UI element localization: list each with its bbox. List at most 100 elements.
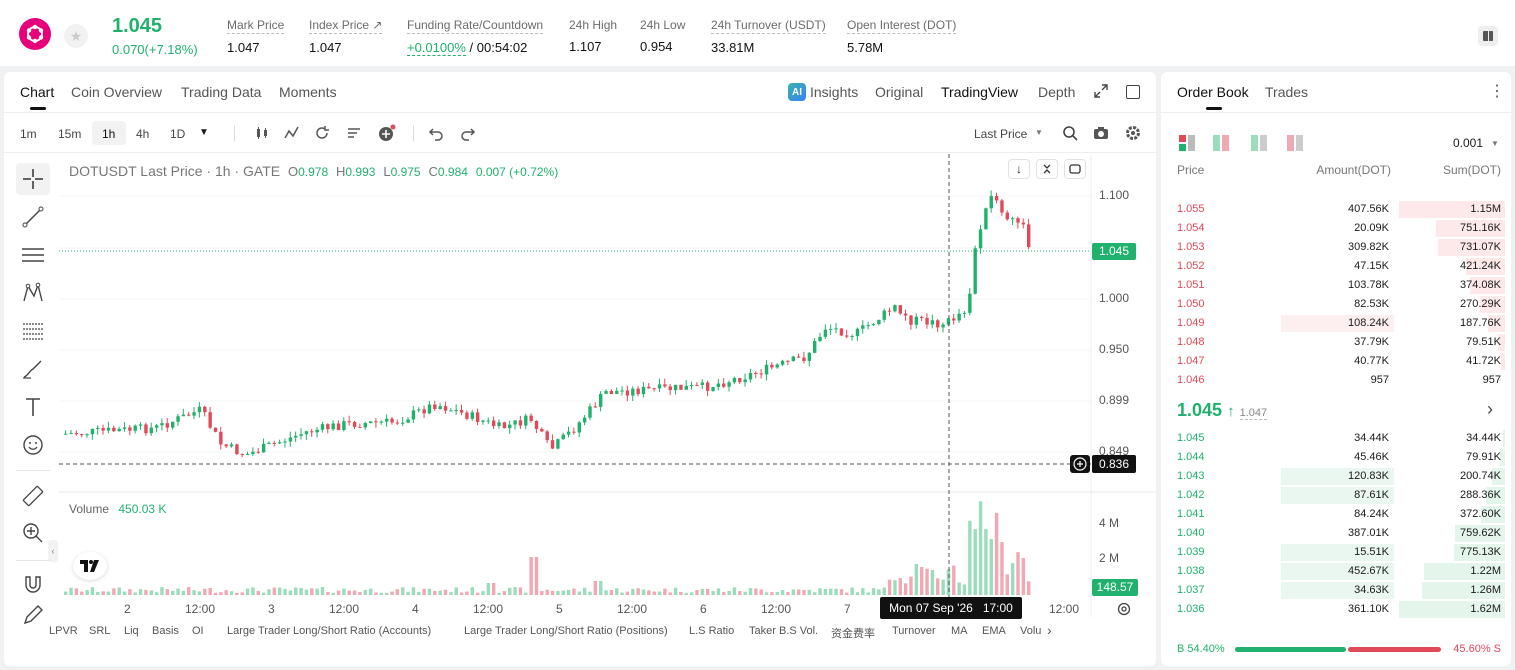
indicator-volume[interactable]: Volu: [1020, 625, 1042, 637]
order-book-row[interactable]: 1.050 82.53K 270.29K: [1161, 295, 1511, 314]
order-book-row[interactable]: 1.049 108.24K 187.76K: [1161, 314, 1511, 333]
view-both-icon[interactable]: [1179, 135, 1195, 154]
price-chart[interactable]: [4, 72, 1156, 666]
tab-insights[interactable]: Insights: [810, 84, 859, 100]
tab-moments[interactable]: Moments: [279, 84, 337, 100]
indicator-ema[interactable]: EMA: [982, 625, 1006, 637]
stat-label: 24h Turnover (USDT): [711, 18, 826, 34]
tab-original[interactable]: Original: [875, 84, 924, 100]
collapse-icon[interactable]: [1036, 159, 1058, 179]
candle-body: [427, 404, 432, 414]
timeframe-dropdown-icon[interactable]: ▼: [199, 127, 209, 138]
order-book-row[interactable]: 1.043 120.83K 200.74K: [1161, 467, 1511, 486]
indicator-liq[interactable]: Liq: [124, 625, 139, 637]
indicators-icon[interactable]: [284, 125, 300, 144]
indicator-large-trader-accounts[interactable]: Large Trader Long/Short Ratio (Accounts): [227, 625, 432, 637]
refresh-icon[interactable]: [1064, 159, 1086, 179]
tab-tradingview[interactable]: TradingView: [941, 84, 1019, 100]
chevron-down-icon[interactable]: ▼: [1035, 128, 1043, 137]
order-book-row[interactable]: 1.053 309.82K 731.07K: [1161, 238, 1511, 257]
order-book-row[interactable]: 1.044 45.46K 79.91K: [1161, 448, 1511, 467]
view-asks-icon[interactable]: [1287, 135, 1303, 154]
magnet-tool-icon[interactable]: [16, 569, 50, 601]
book-icon[interactable]: [1478, 26, 1498, 46]
tab-trading-data[interactable]: Trading Data: [181, 84, 262, 100]
chevron-down-icon[interactable]: ▼: [1491, 139, 1499, 148]
precision-select[interactable]: 0.001: [1453, 136, 1484, 150]
horizontal-lines-tool-icon[interactable]: [16, 239, 50, 271]
emoji-tool-icon[interactable]: [16, 429, 50, 461]
compare-icon[interactable]: [314, 125, 330, 144]
timeframe-1m[interactable]: 1m: [20, 127, 37, 141]
indicator-ls-ratio[interactable]: L.S Ratio: [689, 625, 735, 637]
order-book-row[interactable]: 1.047 40.77K 41.72K: [1161, 352, 1511, 371]
order-book-row[interactable]: 1.039 15.51K 775.13K: [1161, 543, 1511, 562]
timeframe-1d[interactable]: 1D: [170, 127, 186, 141]
price-type-select[interactable]: Last Price: [974, 127, 1028, 141]
trend-line-tool-icon[interactable]: [16, 201, 50, 233]
chart-settings-icon[interactable]: [1116, 601, 1132, 620]
timeframe-4h[interactable]: 4h: [136, 127, 150, 141]
candle-type-icon[interactable]: [254, 125, 270, 144]
chevron-right-icon[interactable]: ›: [1047, 622, 1052, 638]
expand-icon[interactable]: [1094, 84, 1108, 101]
arrow-down-icon[interactable]: ↓: [1008, 159, 1030, 179]
camera-icon[interactable]: [1093, 125, 1109, 144]
order-book-row[interactable]: 1.048 37.79K 79.51K: [1161, 333, 1511, 352]
search-icon[interactable]: [1062, 125, 1078, 144]
add-indicator-icon[interactable]: [378, 124, 396, 145]
crosshair-tool-icon[interactable]: [16, 163, 50, 195]
zoom-in-icon[interactable]: [16, 517, 50, 549]
timeframe-15m[interactable]: 15m: [58, 127, 82, 141]
tab-coin-overview[interactable]: Coin Overview: [71, 84, 163, 100]
favorite-star-icon[interactable]: ★: [64, 24, 88, 48]
templates-icon[interactable]: [346, 125, 362, 144]
order-book-row[interactable]: 1.040 387.01K 759.62K: [1161, 524, 1511, 543]
fib-tool-icon[interactable]: [16, 315, 50, 347]
indicator-large-trader-positions[interactable]: Large Trader Long/Short Ratio (Positions…: [464, 625, 668, 637]
brush-tool-icon[interactable]: [16, 353, 50, 385]
undo-icon[interactable]: [428, 125, 444, 144]
indicator-turnover[interactable]: Turnover: [892, 625, 936, 637]
view-split-icon[interactable]: [1213, 135, 1229, 154]
order-book-row[interactable]: 1.045 34.44K 34.44K: [1161, 429, 1511, 448]
order-book-row[interactable]: 1.046 957 957: [1161, 371, 1511, 390]
indicator-oi[interactable]: OI: [192, 625, 204, 637]
tab-order-book[interactable]: Order Book: [1177, 84, 1249, 100]
tradingview-logo[interactable]: [73, 552, 107, 580]
stat-index-price[interactable]: Index Price ↗ 1.047: [309, 18, 383, 55]
pattern-tool-icon[interactable]: [16, 277, 50, 309]
order-book-row[interactable]: 1.054 20.09K 751.16K: [1161, 219, 1511, 238]
chevron-right-icon[interactable]: ›: [1487, 399, 1493, 419]
order-book-row[interactable]: 1.042 87.61K 288.36K: [1161, 486, 1511, 505]
timeframe-1h[interactable]: 1h: [102, 127, 116, 141]
indicator-srl[interactable]: SRL: [89, 625, 111, 637]
tab-trades[interactable]: Trades: [1265, 84, 1309, 100]
gear-icon[interactable]: [1125, 125, 1141, 144]
ai-insights-icon[interactable]: AI: [788, 83, 806, 101]
pencil-tool-icon[interactable]: [16, 605, 50, 625]
tab-chart[interactable]: Chart: [20, 84, 55, 100]
order-book-row[interactable]: 1.036 361.10K 1.62M: [1161, 600, 1511, 619]
window-icon[interactable]: [1126, 85, 1140, 99]
ruler-tool-icon[interactable]: [16, 480, 50, 512]
order-book-row[interactable]: 1.055 407.56K 1.15M: [1161, 200, 1511, 219]
order-book-row[interactable]: 1.051 103.78K 374.08K: [1161, 276, 1511, 295]
indicator-funding-rate[interactable]: 资金费率: [831, 628, 875, 640]
indicator-basis[interactable]: Basis: [152, 625, 179, 637]
redo-icon[interactable]: [460, 125, 476, 144]
order-book-row[interactable]: 1.037 34.63K 1.26M: [1161, 581, 1511, 600]
stat-label[interactable]: Index Price ↗: [309, 18, 383, 34]
text-tool-icon[interactable]: [16, 391, 50, 423]
more-menu-icon[interactable]: ⋮: [1489, 83, 1505, 100]
indicator-ma[interactable]: MA: [951, 625, 968, 637]
view-bids-icon[interactable]: [1251, 135, 1267, 154]
order-book-row[interactable]: 1.038 452.67K 1.22M: [1161, 562, 1511, 581]
add-alert-icon[interactable]: [1070, 455, 1090, 473]
collapse-tools-icon[interactable]: ‹: [48, 540, 58, 562]
order-book-row[interactable]: 1.052 47.15K 421.24K: [1161, 257, 1511, 276]
tab-depth[interactable]: Depth: [1038, 84, 1076, 100]
order-book-row[interactable]: 1.041 84.24K 372.60K: [1161, 505, 1511, 524]
indicator-lpvr[interactable]: LPVR: [49, 625, 78, 637]
indicator-taker-vol[interactable]: Taker B.S Vol.: [749, 625, 819, 637]
